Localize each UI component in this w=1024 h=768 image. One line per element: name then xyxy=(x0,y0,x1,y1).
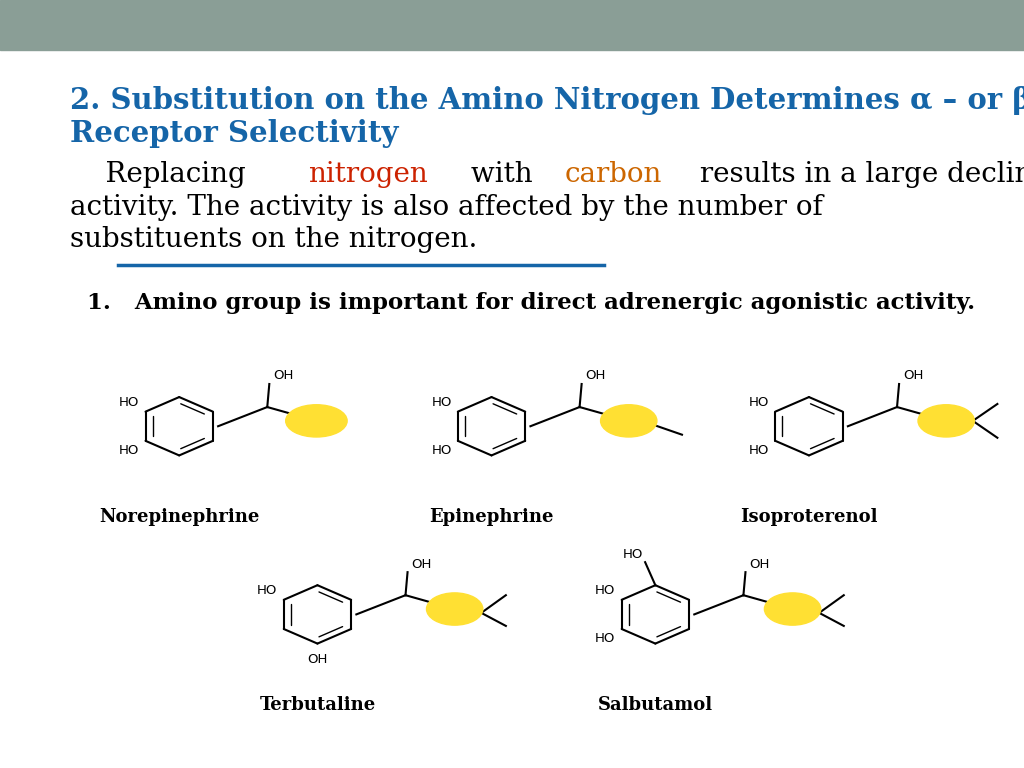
Text: NH₂: NH₂ xyxy=(302,414,331,428)
Text: HO: HO xyxy=(749,444,769,457)
Text: HO: HO xyxy=(431,444,452,457)
Text: H: H xyxy=(941,407,951,419)
Ellipse shape xyxy=(426,593,483,625)
Text: Receptor Selectivity: Receptor Selectivity xyxy=(70,119,398,148)
Text: HO: HO xyxy=(119,444,139,457)
Text: Replacing: Replacing xyxy=(70,161,254,188)
Text: OH: OH xyxy=(273,369,294,382)
Text: Epinephrine: Epinephrine xyxy=(429,508,554,525)
Text: activity. The activity is also affected by the number of: activity. The activity is also affected … xyxy=(70,194,822,220)
Text: OH: OH xyxy=(586,369,606,382)
Ellipse shape xyxy=(286,405,347,437)
Text: N: N xyxy=(786,609,799,624)
Text: HO: HO xyxy=(595,584,615,597)
Text: results in a large decline in: results in a large decline in xyxy=(690,161,1024,188)
Text: OH: OH xyxy=(750,558,770,571)
Text: HO: HO xyxy=(119,396,139,409)
Text: 2. Substitution on the Amino Nitrogen Determines α – or β -: 2. Substitution on the Amino Nitrogen De… xyxy=(70,86,1024,115)
Text: Salbutamol: Salbutamol xyxy=(598,696,713,713)
Text: nitrogen: nitrogen xyxy=(308,161,428,188)
Text: Terbutaline: Terbutaline xyxy=(259,696,376,713)
Text: H: H xyxy=(450,595,460,607)
Text: with: with xyxy=(463,161,542,188)
Text: carbon: carbon xyxy=(565,161,663,188)
Ellipse shape xyxy=(765,593,821,625)
Text: H: H xyxy=(624,407,634,419)
Ellipse shape xyxy=(919,405,975,437)
Text: N: N xyxy=(940,421,952,436)
Text: HO: HO xyxy=(431,396,452,409)
Text: N: N xyxy=(623,421,635,436)
Text: N: N xyxy=(449,609,461,624)
Text: HO: HO xyxy=(623,548,643,561)
Text: HO: HO xyxy=(595,632,615,645)
Text: OH: OH xyxy=(412,558,432,571)
Ellipse shape xyxy=(600,405,657,437)
Text: HO: HO xyxy=(749,396,769,409)
Text: Isoproterenol: Isoproterenol xyxy=(740,508,878,525)
Text: Norepinephrine: Norepinephrine xyxy=(99,508,259,525)
Text: H: H xyxy=(787,595,798,607)
Text: substituents on the nitrogen.: substituents on the nitrogen. xyxy=(70,226,477,253)
Text: 1.   Amino group is important for direct adrenergic agonistic activity.: 1. Amino group is important for direct a… xyxy=(87,292,975,314)
Text: OH: OH xyxy=(307,653,328,666)
Text: OH: OH xyxy=(903,369,924,382)
Text: HO: HO xyxy=(257,584,278,597)
